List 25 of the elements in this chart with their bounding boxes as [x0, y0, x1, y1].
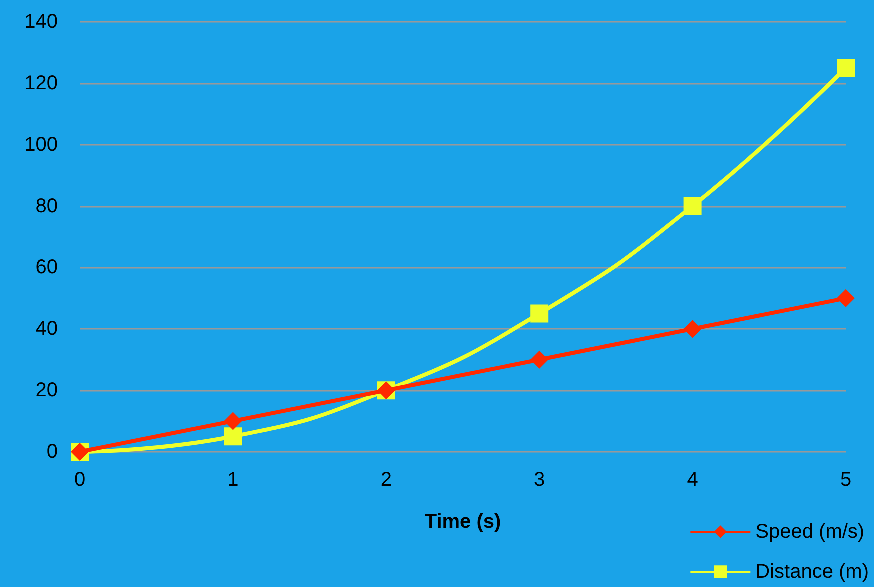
x-tick-label: 4 [687, 469, 698, 491]
point [837, 59, 855, 78]
x-tick-label: 1 [228, 469, 239, 491]
point [837, 289, 855, 308]
y-tick-label: 20 [36, 380, 58, 402]
x-tick-label: 3 [534, 469, 546, 491]
legend-label: Distance (m) [756, 561, 870, 583]
point [530, 350, 549, 369]
point [224, 428, 242, 446]
x-tick-label: 2 [380, 469, 392, 491]
y-tick-label: 100 [24, 134, 58, 156]
point [224, 412, 242, 430]
x-axis-title: Time (s) [424, 511, 502, 533]
y-tick-label: 40 [36, 318, 58, 340]
point [684, 320, 702, 338]
y-tick-label: 120 [24, 72, 58, 94]
x-tick-label: 0 [74, 469, 86, 491]
y-tick-label: 140 [24, 11, 58, 33]
point [530, 304, 549, 323]
x-tick-label: 5 [840, 469, 852, 491]
y-tick-label: 80 [36, 195, 58, 218]
point [684, 197, 702, 216]
legend-label: Speed (m/s) [756, 521, 865, 543]
y-tick-label: 60 [36, 256, 58, 279]
y-tick-label: 0 [46, 441, 58, 463]
